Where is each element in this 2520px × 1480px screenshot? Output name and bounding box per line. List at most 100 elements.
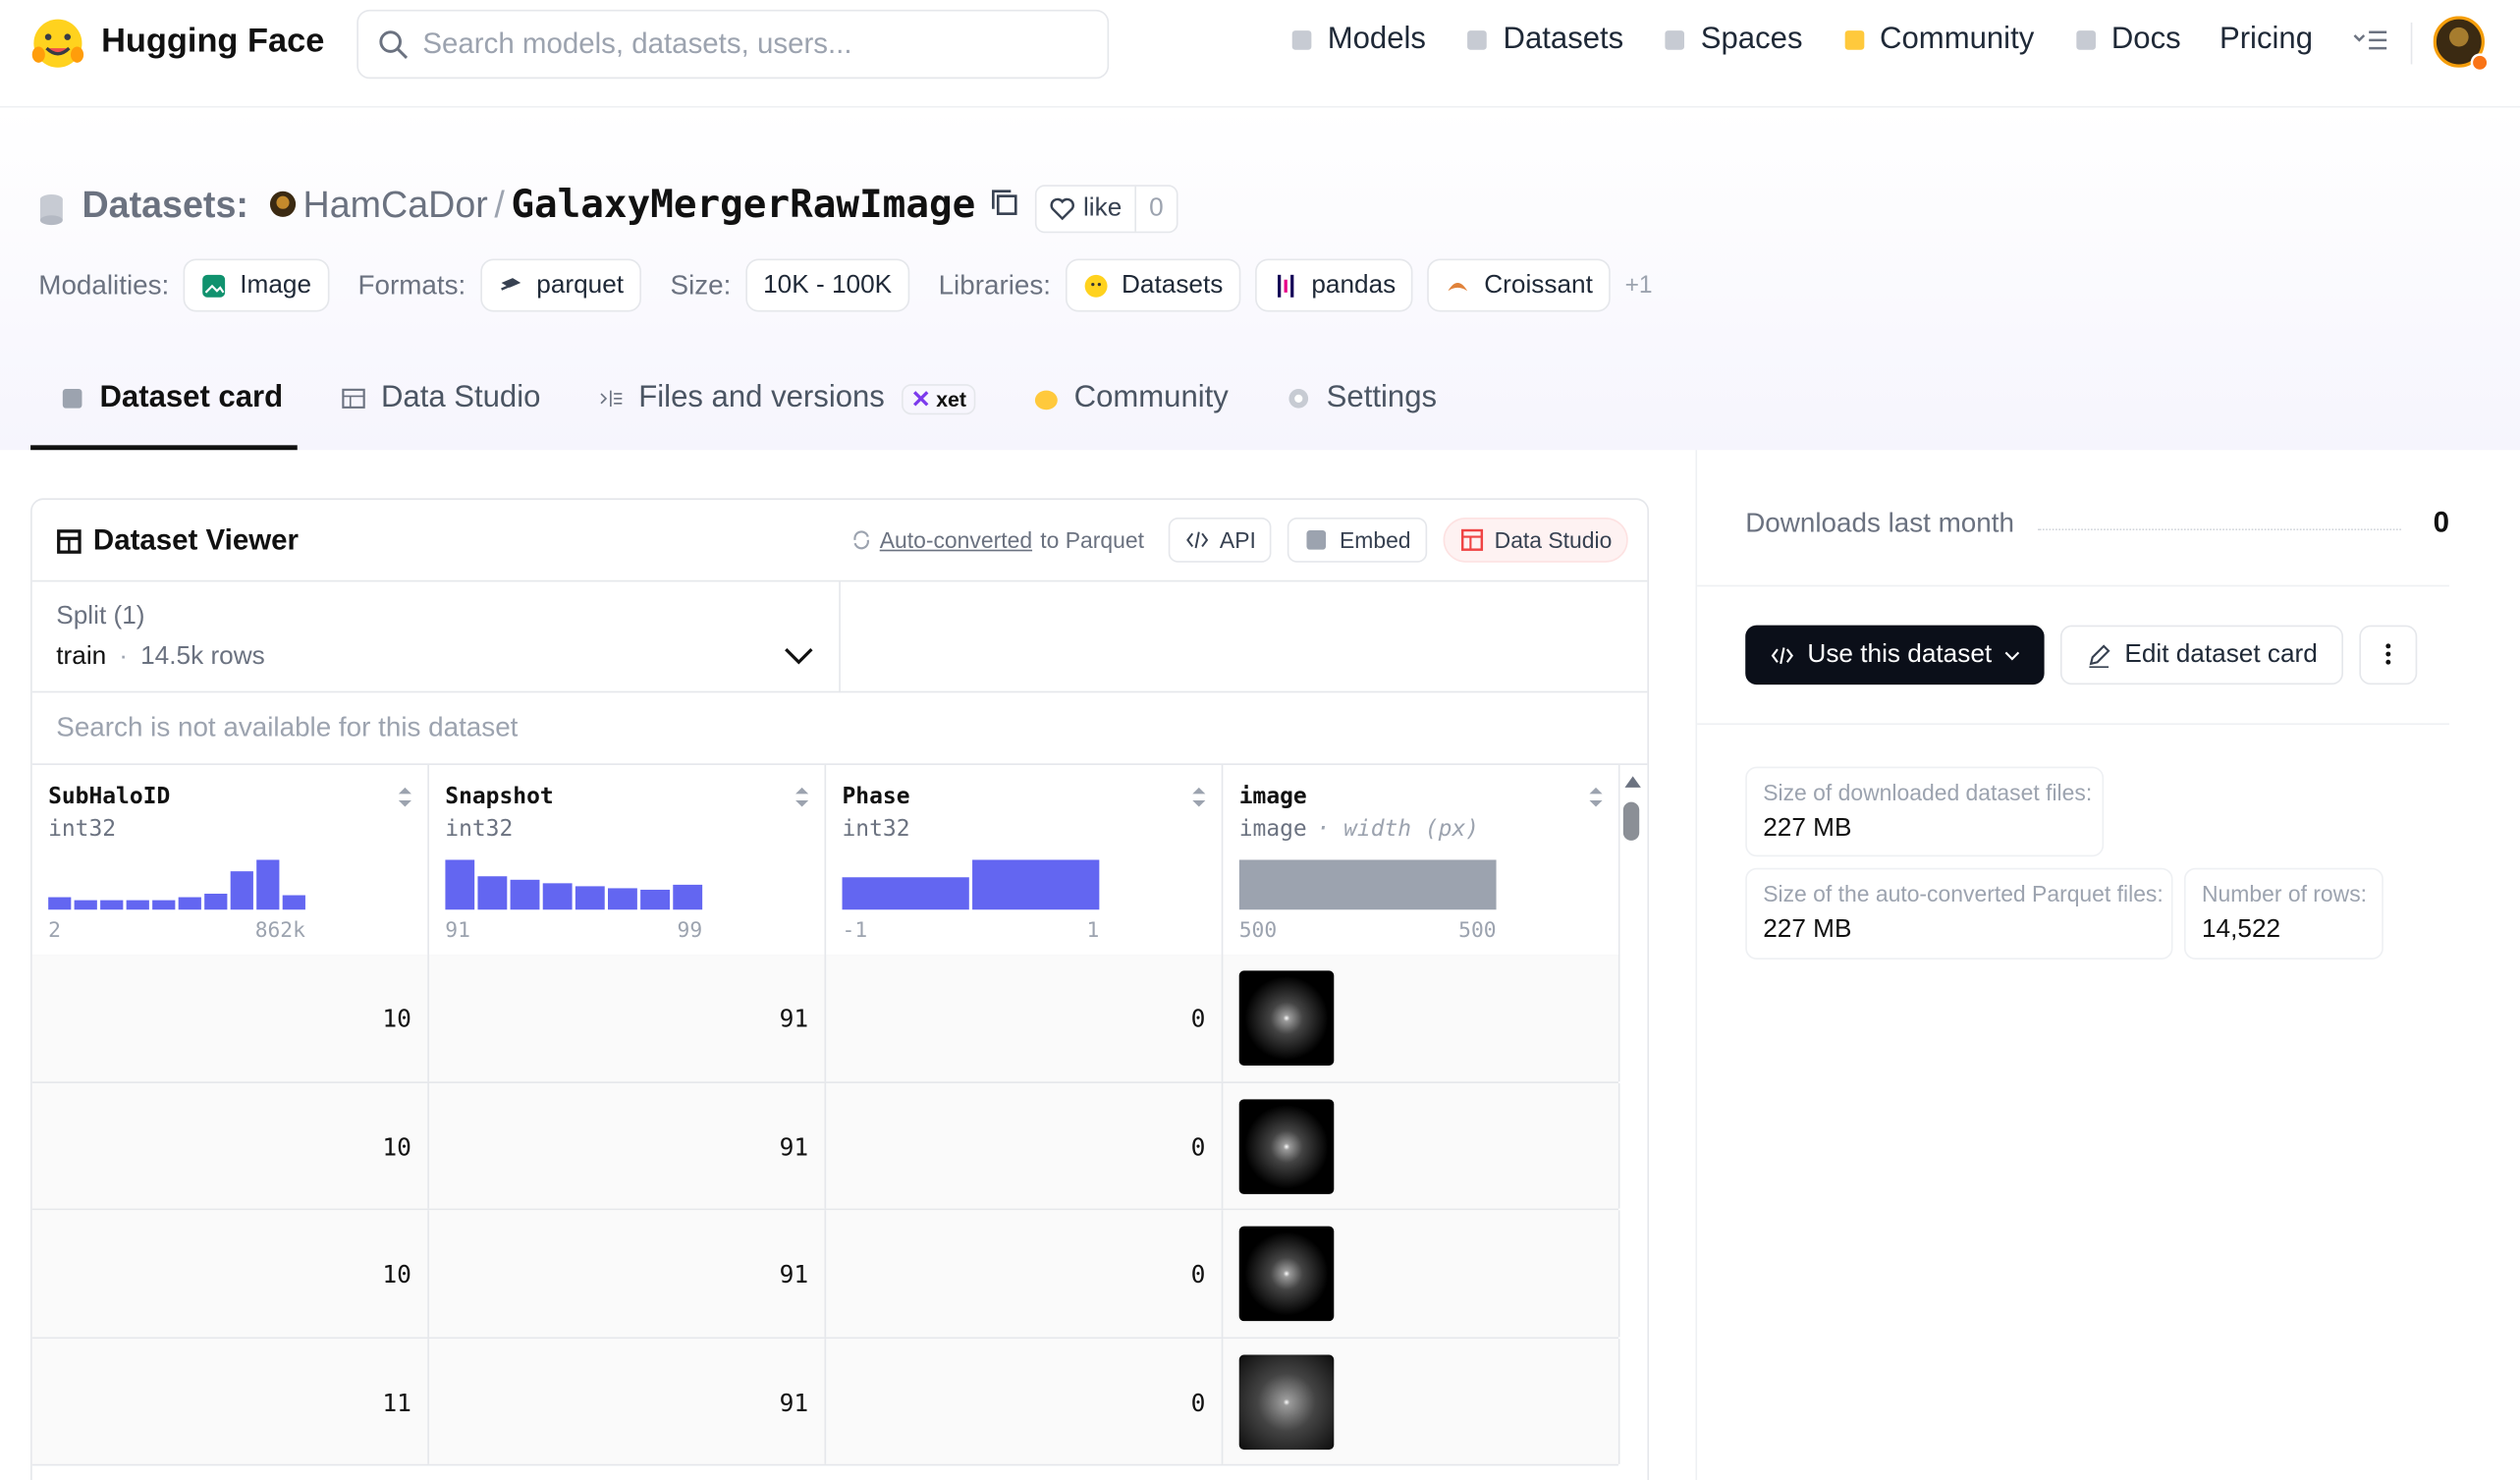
icon-part <box>342 388 365 409</box>
icon-part <box>1624 776 1641 788</box>
image-thumbnail[interactable] <box>1238 970 1335 1066</box>
repo-name[interactable]: GalaxyMergerRawImage <box>511 181 976 227</box>
like-label: like <box>1082 194 1123 222</box>
histogram-bar <box>230 871 253 910</box>
brand[interactable]: Hugging Face <box>101 22 325 60</box>
repo-header: Datasets: HamCaDor / GalaxyMergerRawImage li… <box>0 107 2520 451</box>
column-type-label: image <box>1238 816 1307 843</box>
column-type-label: int32 <box>48 816 117 843</box>
tags-more[interactable]: +1 <box>1624 271 1653 300</box>
icon <box>1771 646 1793 664</box>
icon-part <box>2005 650 2020 660</box>
stat-value: 227 MB <box>1763 814 1852 843</box>
histogram-bar <box>74 900 97 910</box>
table-cell <box>429 1082 827 1209</box>
tag-pill[interactable]: pandas <box>1255 258 1414 312</box>
tab[interactable]: Data Studio <box>341 381 540 416</box>
cell-value: 0 <box>1190 1388 1206 1417</box>
xet-badge: xet <box>902 383 976 414</box>
icon <box>1844 30 1864 50</box>
tag-pill[interactable]: 10K - 100K <box>745 258 910 312</box>
column-header[interactable]: image image · width (px) 500 500 <box>1223 764 1620 957</box>
histogram-min: 2 <box>48 919 61 944</box>
section-label: Datasets: <box>82 182 248 225</box>
auto-converted-link[interactable]: Auto-converted <box>879 526 1033 553</box>
histogram-bar <box>1238 859 1497 910</box>
more-button[interactable] <box>2359 625 2418 685</box>
viewer-button[interactable]: API <box>1168 517 1273 563</box>
cell-value: 10 <box>382 1131 411 1162</box>
icon <box>2075 30 2096 50</box>
icon-part <box>996 194 1017 215</box>
tab[interactable]: Files and versions xet <box>598 380 976 416</box>
icon-part <box>2089 643 2110 665</box>
sidebar-divider <box>1695 450 1698 1480</box>
histogram-bar <box>542 883 573 910</box>
tab[interactable]: Settings <box>1287 381 1437 416</box>
icon-part <box>275 195 289 209</box>
icon-part <box>601 393 608 405</box>
owner[interactable]: HamCaDor <box>302 182 488 225</box>
tab-label: Dataset card <box>99 380 284 415</box>
nav-link[interactable]: Datasets <box>1464 23 1623 58</box>
nav-link[interactable]: Pricing <box>2219 23 2313 58</box>
column-type: int32 <box>843 816 910 842</box>
stat-label: Size of downloaded dataset files: <box>1763 779 2093 805</box>
viewer-header: Dataset Viewer Auto-converted to Parquet AP… <box>31 500 1648 582</box>
tab-label: Community <box>1073 380 1229 415</box>
histogram-bar <box>126 900 149 910</box>
viewer-button[interactable]: Data Studio <box>1443 517 1628 563</box>
dataset-viewer: Dataset Viewer Auto-converted to Parquet AP… <box>30 498 1650 1480</box>
active-tab-underline <box>30 445 298 451</box>
icon-part <box>1097 282 1101 286</box>
split-selector[interactable]: Split (1) train · 14.5k rows <box>31 581 841 693</box>
histogram-min: 91 <box>445 919 470 944</box>
icon-part <box>2470 53 2490 73</box>
nav-link-label: Spaces <box>1700 22 1803 57</box>
column-header[interactable]: Snapshot int32 91 99 <box>428 764 827 957</box>
split-value: train · 14.5k rows <box>56 643 264 672</box>
table-cell <box>826 1210 1224 1337</box>
icon <box>1035 390 1059 411</box>
scrollbar-track <box>1619 764 1648 1480</box>
tab-label: Files and versions <box>638 380 885 415</box>
table-cell <box>429 1210 827 1337</box>
scrollbar-thumb[interactable] <box>1622 801 1640 841</box>
nav-link[interactable]: Community <box>1841 23 2034 58</box>
edit-card-button[interactable]: Edit dataset card <box>2059 625 2343 685</box>
table-cell <box>826 1338 1224 1464</box>
tag-pill[interactable]: parquet <box>479 258 642 312</box>
nav-link[interactable]: Spaces <box>1663 22 1803 58</box>
icon <box>2089 643 2110 668</box>
histogram-bar <box>48 897 72 910</box>
image-thumbnail[interactable] <box>1238 1226 1335 1322</box>
use-dataset-button[interactable]: Use this dataset <box>1745 625 2045 685</box>
tag-pill[interactable]: Datasets <box>1065 258 1241 312</box>
split-name: train <box>56 642 107 671</box>
image-cell <box>1223 1338 1620 1464</box>
icon-part <box>500 282 514 290</box>
image-thumbnail[interactable] <box>1238 1353 1335 1450</box>
stat-value: 14,522 <box>2201 915 2281 944</box>
histogram-min: 500 <box>1238 919 1278 944</box>
viewer-title: Dataset Viewer <box>92 523 299 557</box>
tab[interactable]: Community <box>1034 381 1229 416</box>
search-box[interactable]: Search models, datasets, users... <box>356 9 1110 80</box>
icon-part <box>1192 787 1206 807</box>
nav-link[interactable]: Docs <box>2073 23 2181 58</box>
tab[interactable]: Dataset card <box>60 380 284 416</box>
cell-value: 0 <box>1190 1004 1206 1034</box>
nav-link[interactable]: Models <box>1288 23 1426 58</box>
icon-part <box>1294 394 1303 403</box>
like-button[interactable]: like 0 <box>1034 185 1178 234</box>
column-header[interactable]: SubHaloID int32 2 862k <box>31 764 429 957</box>
image-thumbnail[interactable] <box>1238 1098 1335 1194</box>
tag-pill[interactable]: Croissant <box>1427 258 1611 312</box>
tag-pill[interactable]: Image <box>183 258 330 312</box>
icon-part <box>33 19 82 68</box>
icon <box>39 194 63 226</box>
search-note-box: Search is not available for this dataset <box>31 692 1648 765</box>
column-header[interactable]: Phase int32 -1 1 <box>826 764 1224 957</box>
viewer-button[interactable]: Embed <box>1287 517 1427 563</box>
